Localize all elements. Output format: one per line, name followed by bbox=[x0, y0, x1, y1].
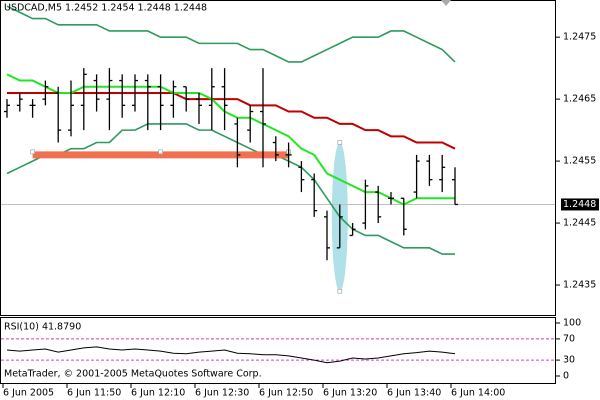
y-tick-label: 30 bbox=[563, 355, 575, 366]
ellipse-handle bbox=[337, 140, 343, 145]
ellipse-handle bbox=[337, 288, 343, 294]
plot-layer bbox=[0, 5, 556, 364]
x-tick-label: 6 Jun 12:10 bbox=[131, 388, 185, 399]
y-tick-label: 1.2465 bbox=[563, 94, 596, 105]
trendline-handle bbox=[30, 149, 35, 155]
rsi-line bbox=[6, 346, 456, 364]
current-price-label: 1.2448 bbox=[563, 199, 596, 210]
price-label-box bbox=[561, 198, 599, 211]
x-tick-label: 6 Jun 12:50 bbox=[259, 388, 313, 399]
footer: MetaTrader, © 2001-2005 MetaQuotes Softw… bbox=[4, 369, 262, 380]
main-frame bbox=[0, 0, 556, 316]
y-tick-label: 100 bbox=[563, 318, 581, 329]
rsi-title: RSI(10) 41.8790 bbox=[4, 322, 81, 333]
x-tick-label: 6 Jun 2005 bbox=[3, 388, 54, 399]
y-tick-label: 1.2475 bbox=[563, 32, 596, 43]
shift-marker bbox=[441, 0, 451, 6]
y-tick-label: 1.2435 bbox=[563, 280, 596, 291]
x-tick-label: 6 Jun 11:50 bbox=[67, 388, 121, 399]
x-tick-label: 6 Jun 13:40 bbox=[387, 388, 441, 399]
indicator-line bbox=[6, 73, 455, 206]
y-tick-label: 0 bbox=[563, 371, 569, 382]
y-tick-label: 1.2455 bbox=[563, 156, 596, 167]
x-tick-label: 6 Jun 14:00 bbox=[451, 388, 505, 399]
chart-title: USDCAD,M5 1.2452 1.2454 1.2448 1.2448 bbox=[4, 3, 207, 14]
trendline-handle bbox=[158, 149, 163, 155]
x-tick-label: 6 Jun 12:30 bbox=[195, 388, 249, 399]
rsi-frame bbox=[0, 317, 556, 384]
indicator-line bbox=[6, 5, 456, 63]
y-tick-label: 1.2445 bbox=[563, 218, 596, 229]
y-tick-label: 70 bbox=[563, 333, 575, 344]
indicator-line bbox=[7, 91, 456, 150]
indicator-line bbox=[6, 123, 455, 255]
x-tick-label: 6 Jun 13:20 bbox=[323, 388, 377, 399]
